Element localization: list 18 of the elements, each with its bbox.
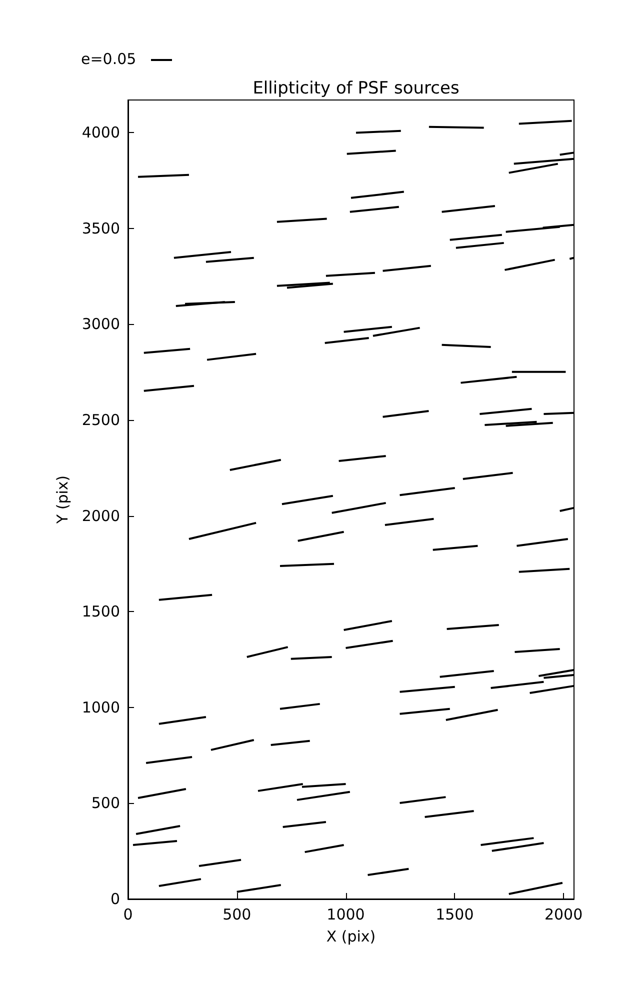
x-tick-label: 1000 xyxy=(326,906,365,924)
y-tick-label: 0 xyxy=(110,890,120,908)
y-axis-title: Y (pix) xyxy=(54,475,72,525)
y-tick-label: 500 xyxy=(91,794,120,812)
x-tick-label: 2000 xyxy=(544,906,583,924)
y-tick-label: 4000 xyxy=(82,124,120,142)
x-tick-label: 500 xyxy=(222,906,252,924)
y-tick-label: 2000 xyxy=(82,506,120,525)
y-tick-label: 3500 xyxy=(82,219,120,238)
x-tick-label: 1500 xyxy=(436,906,474,924)
y-tick-label: 1000 xyxy=(82,698,120,716)
chart-title: Ellipticity of PSF sources xyxy=(252,78,460,98)
y-tick-label: 3000 xyxy=(82,315,120,334)
y-tick-label: 1500 xyxy=(82,602,120,621)
text: e=0.05 xyxy=(81,50,136,68)
x-tick-label: 0 xyxy=(123,906,133,924)
y-tick-label: 2500 xyxy=(82,410,120,429)
x-axis-title: X (pix) xyxy=(326,928,376,946)
